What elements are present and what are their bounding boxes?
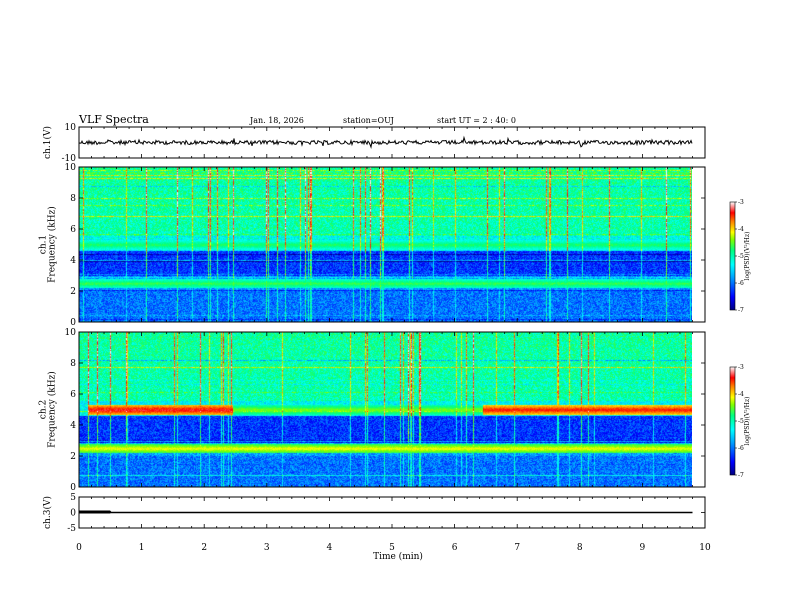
y-tick-label: 8 bbox=[70, 194, 76, 204]
colorbar-tick-label: -5 bbox=[738, 418, 744, 425]
y-axis-label: ch.2 bbox=[39, 400, 49, 419]
y-tick-label: 10 bbox=[65, 123, 77, 133]
spectrogram-image bbox=[79, 167, 692, 322]
spectrogram-image bbox=[79, 332, 692, 487]
colorbar-tick-label: -3 bbox=[738, 364, 744, 371]
y-axis-label: ch.3(V) bbox=[42, 496, 53, 529]
y-axis-label: Frequency (kHz) bbox=[47, 371, 58, 448]
voltage-pulse bbox=[79, 510, 111, 514]
colorbar-tick-label: -4 bbox=[738, 391, 744, 398]
colorbar-tick-label: -6 bbox=[738, 280, 744, 287]
y-tick-label: 0 bbox=[70, 318, 76, 328]
x-tick-label: 10 bbox=[699, 543, 711, 553]
ch3-voltage-panel: 5 0 -5 ch.3(V) bbox=[42, 493, 706, 534]
x-tick-label: 7 bbox=[514, 543, 520, 553]
y-tick-label: -10 bbox=[62, 154, 77, 164]
colorbar-tick-label: -7 bbox=[738, 472, 744, 479]
station-label: station=OUJ bbox=[343, 116, 394, 125]
x-tick-label: 4 bbox=[327, 543, 333, 553]
colorbar-scale bbox=[729, 366, 736, 476]
y-tick-label: 6 bbox=[70, 390, 76, 400]
y-axis-label: ch.1 bbox=[39, 235, 49, 254]
start-time-label: start UT = 2 : 40: 0 bbox=[437, 116, 516, 125]
y-tick-label: 2 bbox=[70, 452, 76, 462]
y-tick-label: 4 bbox=[70, 256, 76, 266]
colorbar-tick-label: -7 bbox=[738, 307, 744, 314]
figure-title: VLF Spectra bbox=[78, 113, 149, 126]
x-tick-label: 0 bbox=[76, 543, 82, 553]
time-axis: 0 1 2 3 4 5 6 7 8 9 10 Time (min) bbox=[76, 543, 711, 562]
x-tick-label: 6 bbox=[452, 543, 458, 553]
colorbar-tick-label: -5 bbox=[738, 253, 744, 260]
colorbar-tick-label: -3 bbox=[738, 199, 744, 206]
colorbar-tick-label: -6 bbox=[738, 445, 744, 452]
y-axis-label: ch.1(V) bbox=[42, 126, 53, 159]
colorbar-label: log(PSD)(V²/Hz) bbox=[744, 397, 751, 446]
ch1-spectrogram-panel: 0 2 4 6 8 10 ch.1 Frequency (kHz) bbox=[39, 163, 706, 328]
x-tick-label: 8 bbox=[577, 543, 583, 553]
x-tick-label: 2 bbox=[201, 543, 207, 553]
y-tick-label: 2 bbox=[70, 287, 76, 297]
x-tick-label: 1 bbox=[139, 543, 145, 553]
colorbar-scale bbox=[729, 201, 736, 311]
ch2-spectrogram-panel: 0 2 4 6 8 10 ch.2 Frequency (kHz) bbox=[39, 328, 706, 493]
x-axis-label: Time (min) bbox=[373, 551, 423, 562]
y-tick-label: 8 bbox=[70, 359, 76, 369]
ch1-voltage-panel: 10 -10 ch.1(V) bbox=[42, 123, 706, 164]
x-tick-label: 9 bbox=[640, 543, 646, 553]
y-tick-label: 0 bbox=[70, 509, 76, 519]
x-tick-label: 5 bbox=[389, 543, 395, 553]
colorbar-tick-label: -4 bbox=[738, 226, 744, 233]
date-label: Jan. 18, 2026 bbox=[249, 116, 304, 125]
y-tick-label: 10 bbox=[65, 328, 77, 338]
y-tick-label: 0 bbox=[70, 483, 76, 493]
ch1-colorbar: -3 -4 -5 -6 -7 log(PSD)(V²/Hz) bbox=[729, 199, 751, 314]
y-tick-label: 10 bbox=[65, 163, 77, 173]
y-tick-label: 6 bbox=[70, 225, 76, 235]
x-tick-label: 3 bbox=[264, 543, 270, 553]
colorbar-label: log(PSD)(V²/Hz) bbox=[744, 232, 751, 281]
y-axis-label: Frequency (kHz) bbox=[47, 206, 58, 283]
voltage-trace bbox=[78, 135, 693, 150]
y-tick-label: -5 bbox=[67, 524, 76, 534]
voltage-trace bbox=[79, 511, 693, 514]
y-tick-label: 4 bbox=[70, 421, 76, 431]
y-tick-label: 5 bbox=[70, 493, 76, 503]
ch2-colorbar: -3 -4 -5 -6 -7 log(PSD)(V²/Hz) bbox=[729, 364, 751, 479]
